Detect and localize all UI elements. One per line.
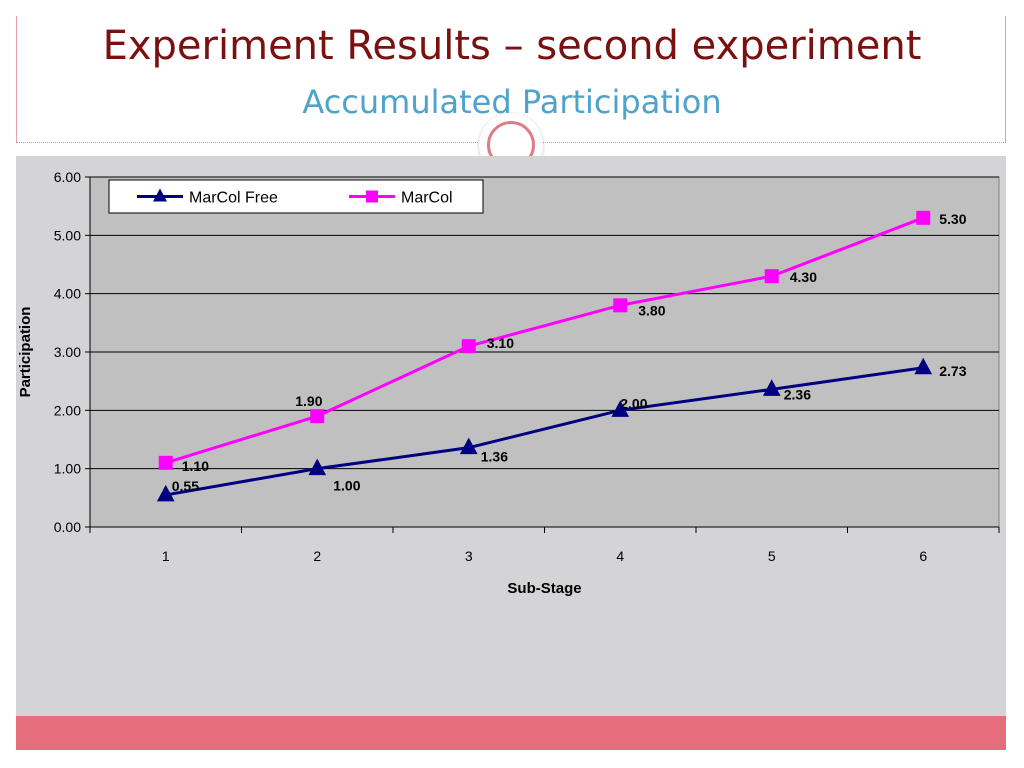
data-label: 2.73 (939, 363, 966, 379)
y-axis-label: Participation (17, 307, 34, 398)
data-label: 4.30 (790, 269, 817, 285)
triangle-marker (156, 484, 175, 502)
x-tick-label: 2 (313, 548, 321, 564)
y-tick-label: 4.00 (54, 286, 81, 302)
triangle-marker (914, 357, 933, 375)
series-line-marcol-free (165, 366, 924, 497)
triangle-marker (611, 400, 630, 417)
square-marker (916, 210, 931, 225)
square-marker (158, 455, 173, 470)
y-tick-label: 2.00 (54, 402, 81, 418)
legend-entry-label: MarCol Free (189, 190, 278, 207)
data-label: 5.30 (939, 211, 966, 227)
x-axis-label: Sub-Stage (507, 580, 581, 597)
y-tick-label: 5.00 (54, 227, 81, 243)
y-tick-label: 0.00 (54, 519, 81, 535)
title-frame (16, 16, 1006, 142)
square-marker (764, 269, 779, 284)
slide-title: Experiment Results – second experiment (102, 23, 922, 69)
x-tick-label: 6 (919, 548, 927, 564)
line-chart: 0.00 1.00 2.00 3.00 4.00 5.00 6.00 1 2 3 4 5 6 0.55 1… (17, 169, 1000, 597)
triangle-marker (308, 458, 327, 476)
data-label: 2.00 (620, 395, 647, 411)
series-line-marcol (165, 216, 924, 465)
triangle-marker (459, 437, 478, 455)
data-label: 2.36 (784, 386, 811, 402)
triangle-marker (762, 379, 781, 396)
legend-square-icon (366, 190, 378, 203)
data-label: 0.55 (172, 478, 199, 494)
data-label: 1.36 (481, 449, 508, 465)
square-marker (613, 298, 628, 313)
legend-entry-label: MarCol (401, 190, 453, 207)
footer-bar (16, 716, 1006, 750)
x-tick-label: 1 (162, 548, 170, 564)
y-tick-label: 3.00 (54, 344, 81, 360)
data-label: 1.00 (333, 478, 360, 494)
y-tick-label: 6.00 (54, 169, 81, 185)
x-tick-label: 5 (768, 548, 776, 564)
x-tick-label: 4 (616, 548, 624, 564)
data-label: 1.10 (182, 458, 209, 474)
chart-panel: 0.00 1.00 2.00 3.00 4.00 5.00 6.00 1 2 3 4 5 6 0.55 1… (16, 156, 1006, 716)
x-tick-label: 3 (465, 548, 473, 564)
square-marker (310, 409, 325, 424)
data-label: 1.90 (295, 393, 322, 409)
data-label: 3.80 (638, 302, 665, 318)
y-tick-label: 1.00 (54, 461, 81, 477)
data-label: 3.10 (487, 335, 514, 351)
legend-triangle-icon (153, 188, 167, 202)
square-marker (461, 339, 476, 354)
